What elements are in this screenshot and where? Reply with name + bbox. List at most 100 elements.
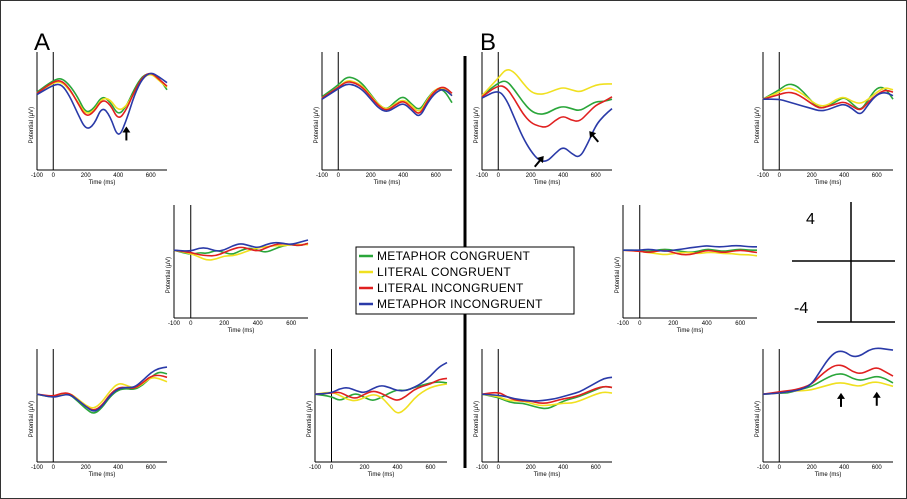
- x-tick-label: 200: [526, 465, 537, 471]
- annotation-arrow: [837, 392, 845, 407]
- x-tick-label: 200: [668, 321, 679, 327]
- series-line-literal-congruent: [481, 391, 613, 407]
- series-line-literal-incongruent: [481, 85, 613, 128]
- annotation-arrow: [589, 131, 600, 143]
- legend: METAPHOR CONGRUENT LITERAL CONGRUENT LIT…: [355, 246, 575, 315]
- y-axis-label: Potential (μV): [314, 107, 320, 143]
- erp-plot-a-middle: -100 0 200 400 600 Time (ms) Potential (μV): [166, 205, 309, 334]
- x-tick-label: 400: [113, 465, 124, 471]
- x-tick-label: 600: [872, 465, 883, 471]
- y-axis-label: Potential (μV): [755, 401, 761, 437]
- x-tick-label: 0: [778, 465, 782, 471]
- series-line-metaphor-incongruent: [36, 366, 168, 412]
- annotation-arrow: [533, 156, 544, 168]
- series-line-metaphor-incongruent: [763, 92, 894, 115]
- erp-plot-b-bottom-left: -100 0 200 400 600 Time (ms) Potential (μV): [474, 349, 613, 478]
- x-tick-label: 400: [558, 173, 569, 179]
- y-axis-label: Potential (μV): [474, 107, 480, 143]
- x-tick-label: 0: [497, 173, 501, 179]
- series-line-metaphor-congruent: [481, 385, 613, 410]
- legend-entry: LITERAL INCONGRUENT: [359, 281, 524, 295]
- series-line-literal-congruent: [173, 243, 308, 261]
- legend-label-literal-congruent: LITERAL CONGRUENT: [377, 265, 511, 279]
- x-tick-label: 400: [839, 465, 850, 471]
- erp-plot-b-middle: -100 0 200 400 600 Time (ms) Potential (μV): [615, 205, 758, 334]
- x-axis-label: Time (ms): [677, 328, 704, 334]
- x-tick-label: 200: [366, 173, 377, 179]
- x-tick-label: 600: [146, 173, 157, 179]
- y-axis-label: Potential (μV): [474, 401, 480, 437]
- erp-plot-b-bottom-right: -100 0 200 400 600 Time (ms) Potential (μV): [755, 347, 894, 478]
- x-tick-label: 0: [52, 173, 56, 179]
- series-line-literal-incongruent: [762, 364, 894, 395]
- series-line-literal-congruent: [481, 69, 612, 97]
- x-tick-label: -100: [31, 465, 44, 471]
- panel-label-b: B: [480, 29, 496, 56]
- y-axis-label: Potential (μV): [755, 107, 761, 143]
- y-axis-label: Potential (μV): [29, 401, 35, 437]
- y-axis-label: Potential (μV): [29, 107, 35, 143]
- series-line-metaphor-congruent: [481, 80, 613, 115]
- x-tick-label: 600: [735, 321, 746, 327]
- annotation-arrow: [872, 391, 881, 406]
- scale-bar-bottom-label: -4: [794, 300, 808, 317]
- x-tick-label: -100: [757, 173, 770, 179]
- series-line-literal-incongruent: [314, 377, 448, 401]
- x-tick-label: 200: [807, 465, 818, 471]
- x-axis-label: Time (ms): [228, 328, 255, 334]
- series-line-literal-incongruent: [321, 81, 453, 114]
- series-line-metaphor-incongruent: [623, 244, 757, 252]
- x-tick-label: 400: [839, 173, 850, 179]
- x-tick-label: -100: [757, 465, 770, 471]
- erp-plot-a-bottom-left: -100 0 200 400 600 Time (ms) Potential (μV): [29, 349, 168, 478]
- erp-plot-b-top-right: -100 0 200 400 600 Time (ms) Potential (μV): [755, 52, 894, 186]
- x-tick-label: -100: [316, 173, 329, 179]
- x-tick-label: 200: [526, 173, 537, 179]
- x-axis-label: Time (ms): [815, 472, 842, 478]
- x-tick-label: 0: [638, 321, 642, 327]
- x-tick-label: 200: [81, 173, 92, 179]
- x-tick-label: 400: [558, 465, 569, 471]
- series-line-literal-congruent: [314, 383, 448, 414]
- series-line-metaphor-incongruent: [321, 83, 453, 117]
- x-tick-label: 600: [146, 465, 157, 471]
- series-line-literal-incongruent: [762, 89, 894, 111]
- x-tick-label: -100: [617, 321, 630, 327]
- x-tick-label: -100: [476, 465, 489, 471]
- x-axis-label: Time (ms): [89, 180, 116, 186]
- y-axis-label: Potential (μV): [615, 257, 621, 293]
- scale-bar: 4 -4: [792, 202, 895, 323]
- x-tick-label: 600: [591, 173, 602, 179]
- x-axis-label: Time (ms): [815, 180, 842, 186]
- series-line-metaphor-congruent: [36, 73, 168, 114]
- erp-plot-a-top-right: -100 0 200 400 600 Time (ms) Potential (μV): [314, 52, 453, 186]
- series-line-literal-congruent: [762, 87, 894, 107]
- x-tick-label: 400: [392, 465, 403, 471]
- annotation-arrow: [122, 126, 131, 141]
- x-tick-label: 200: [359, 465, 370, 471]
- x-tick-label: 400: [702, 321, 713, 327]
- x-axis-label: Time (ms): [534, 472, 561, 478]
- series-line-metaphor-incongruent: [762, 347, 894, 395]
- x-tick-label: 600: [425, 465, 436, 471]
- x-tick-label: -100: [31, 173, 44, 179]
- erp-plot-a-bottom-right: -100 0 200 400 600 Time (ms) Potential (μV): [307, 349, 448, 478]
- legend-box: [355, 246, 575, 315]
- x-tick-label: 0: [497, 465, 501, 471]
- x-axis-label: Time (ms): [89, 472, 116, 478]
- series-line-metaphor-incongruent: [481, 91, 613, 163]
- legend-label-metaphor-congruent: METAPHOR CONGRUENT: [377, 249, 531, 263]
- scale-bar-top-label: 4: [806, 211, 815, 228]
- x-tick-label: 200: [807, 173, 818, 179]
- legend-label-metaphor-incongruent: METAPHOR INCONGRUENT: [377, 297, 543, 311]
- x-tick-label: 600: [286, 321, 297, 327]
- x-tick-label: -100: [309, 465, 322, 471]
- x-tick-label: 200: [219, 321, 230, 327]
- x-tick-label: 0: [52, 465, 56, 471]
- series-line-literal-incongruent: [622, 249, 758, 256]
- series-line-metaphor-incongruent: [481, 376, 613, 402]
- series-line-metaphor-incongruent: [36, 72, 168, 135]
- x-tick-label: 400: [398, 173, 409, 179]
